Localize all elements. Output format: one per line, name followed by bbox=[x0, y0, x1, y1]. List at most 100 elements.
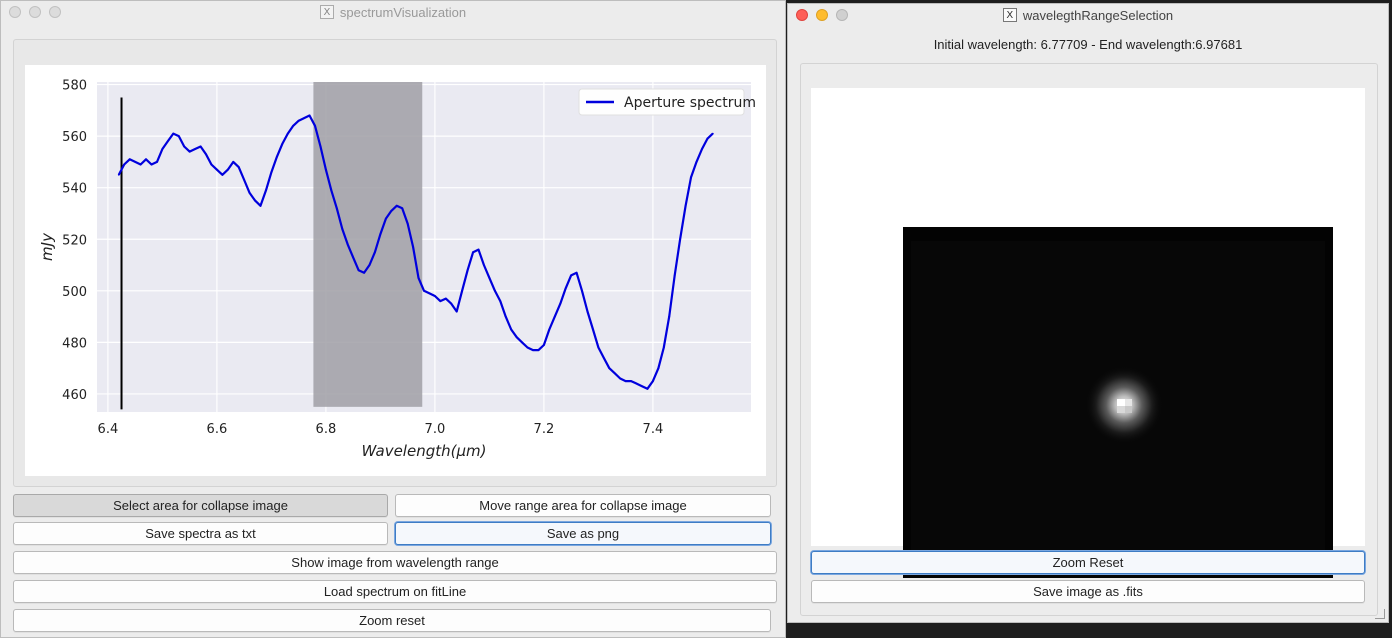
zoom-reset-button[interactable]: Zoom reset bbox=[13, 609, 771, 632]
load-fitline-label: Load spectrum on fitLine bbox=[323, 584, 467, 599]
data-point bbox=[602, 357, 605, 359]
data-point bbox=[374, 251, 376, 254]
data-point bbox=[504, 315, 507, 318]
data-point bbox=[237, 166, 240, 168]
save-fits-button[interactable]: Save image as .fits bbox=[811, 580, 1365, 603]
data-point bbox=[613, 372, 616, 375]
zoom-icon[interactable] bbox=[49, 6, 61, 18]
minimize-icon[interactable] bbox=[29, 6, 41, 18]
spectrum-chart[interactable]: 6.4 6.6 6.8 7.0 7.2 7.4 460 480 500 520 540 560 580 A… bbox=[25, 65, 766, 476]
data-point bbox=[477, 248, 480, 251]
X11-icon: X bbox=[1002, 8, 1017, 22]
zoom-reset-label: Zoom reset bbox=[359, 613, 425, 628]
show-image-label: Show image from wavelength range bbox=[291, 555, 499, 570]
data-point bbox=[455, 310, 458, 313]
spectrum-plot-canvas[interactable]: 6.4 6.6 6.8 7.0 7.2 7.4 460 480 500 520 540 560 580 A… bbox=[25, 65, 766, 476]
data-point bbox=[276, 155, 278, 158]
data-point bbox=[243, 179, 246, 181]
data-point bbox=[346, 243, 349, 246]
y-tick-label: 500 bbox=[62, 285, 87, 300]
data-point bbox=[265, 189, 267, 192]
data-point bbox=[586, 310, 589, 313]
data-point bbox=[466, 269, 469, 272]
data-point bbox=[194, 148, 197, 150]
data-point bbox=[619, 377, 622, 380]
data-point bbox=[156, 161, 158, 163]
data-point bbox=[483, 264, 485, 266]
data-point bbox=[652, 380, 654, 382]
save-png-button[interactable]: Save as png bbox=[395, 522, 771, 545]
data-point bbox=[711, 132, 714, 135]
data-point bbox=[581, 289, 583, 292]
data-point bbox=[226, 168, 229, 171]
data-point bbox=[341, 228, 344, 230]
resize-grip[interactable] bbox=[1375, 609, 1385, 619]
show-image-button[interactable]: Show image from wavelength range bbox=[13, 551, 777, 574]
data-point bbox=[543, 344, 545, 346]
data-point bbox=[695, 161, 698, 163]
y-tick-label: 460 bbox=[62, 388, 87, 403]
data-point bbox=[270, 171, 273, 174]
close-icon[interactable] bbox=[9, 6, 21, 18]
data-point bbox=[559, 302, 562, 305]
data-point bbox=[385, 217, 387, 220]
legend-box bbox=[578, 88, 745, 116]
data-point bbox=[657, 367, 660, 370]
data-point bbox=[510, 328, 513, 331]
data-point bbox=[199, 145, 202, 148]
data-point bbox=[330, 189, 333, 192]
spectrum-visualization-window: X spectrumVisualization 6.4 6.6 6.8 7.0 7.2 7… bbox=[0, 0, 786, 638]
data-point bbox=[232, 161, 235, 163]
right-titlebar[interactable]: X wavelegthRangeSelection bbox=[788, 4, 1388, 26]
x-axis-label: Wavelength(μm) bbox=[362, 442, 487, 460]
data-point bbox=[461, 289, 463, 292]
data-point bbox=[166, 140, 169, 143]
data-point bbox=[537, 349, 540, 351]
data-point bbox=[439, 300, 442, 302]
image-canvas[interactable] bbox=[811, 88, 1365, 578]
data-point bbox=[259, 204, 262, 207]
data-point bbox=[390, 210, 393, 212]
data-point bbox=[673, 274, 676, 277]
select-area-button[interactable]: Select area for collapse image bbox=[13, 494, 388, 517]
save-txt-button[interactable]: Save spectra as txt bbox=[13, 522, 388, 545]
x-tick-label: 7.4 bbox=[643, 422, 664, 437]
data-point bbox=[608, 367, 611, 370]
X11-icon: X bbox=[319, 5, 334, 19]
data-point bbox=[172, 132, 175, 135]
data-point bbox=[123, 163, 126, 166]
collapsed-image[interactable] bbox=[903, 227, 1333, 578]
data-point bbox=[286, 132, 289, 135]
zoom-reset-image-button[interactable]: Zoom Reset bbox=[811, 551, 1365, 574]
load-fitline-button[interactable]: Load spectrum on fitLine bbox=[13, 580, 777, 603]
zoom-reset-image-label: Zoom Reset bbox=[1052, 555, 1124, 570]
series-line-aperture-spectrum bbox=[117, 114, 714, 390]
data-point bbox=[575, 271, 578, 274]
y-tick-label: 540 bbox=[62, 182, 87, 197]
wavelength-range-window: X wavelegthRangeSelection Initial wavele… bbox=[787, 3, 1389, 623]
y-tick-label: 560 bbox=[62, 130, 87, 145]
data-point bbox=[679, 238, 681, 241]
move-range-button[interactable]: Move range area for collapse image bbox=[395, 494, 771, 517]
minimize-icon[interactable] bbox=[816, 9, 828, 21]
data-point bbox=[548, 328, 551, 331]
data-point bbox=[668, 315, 671, 318]
data-point bbox=[335, 207, 338, 210]
close-icon[interactable] bbox=[796, 9, 808, 21]
data-point bbox=[248, 192, 251, 194]
data-point bbox=[526, 346, 529, 349]
data-point bbox=[352, 256, 354, 259]
data-point bbox=[412, 246, 414, 248]
data-point bbox=[205, 153, 207, 156]
data-point bbox=[145, 158, 147, 161]
left-titlebar[interactable]: X spectrumVisualization bbox=[1, 1, 785, 23]
data-point bbox=[701, 148, 703, 150]
save-txt-label: Save spectra as txt bbox=[145, 526, 256, 541]
data-point bbox=[635, 382, 638, 385]
zoom-icon[interactable] bbox=[836, 9, 848, 21]
x-tick-label: 6.8 bbox=[316, 422, 337, 437]
plot-area bbox=[97, 82, 751, 412]
y-tick-label: 580 bbox=[62, 79, 87, 94]
data-point bbox=[417, 277, 420, 279]
data-point bbox=[134, 161, 137, 163]
